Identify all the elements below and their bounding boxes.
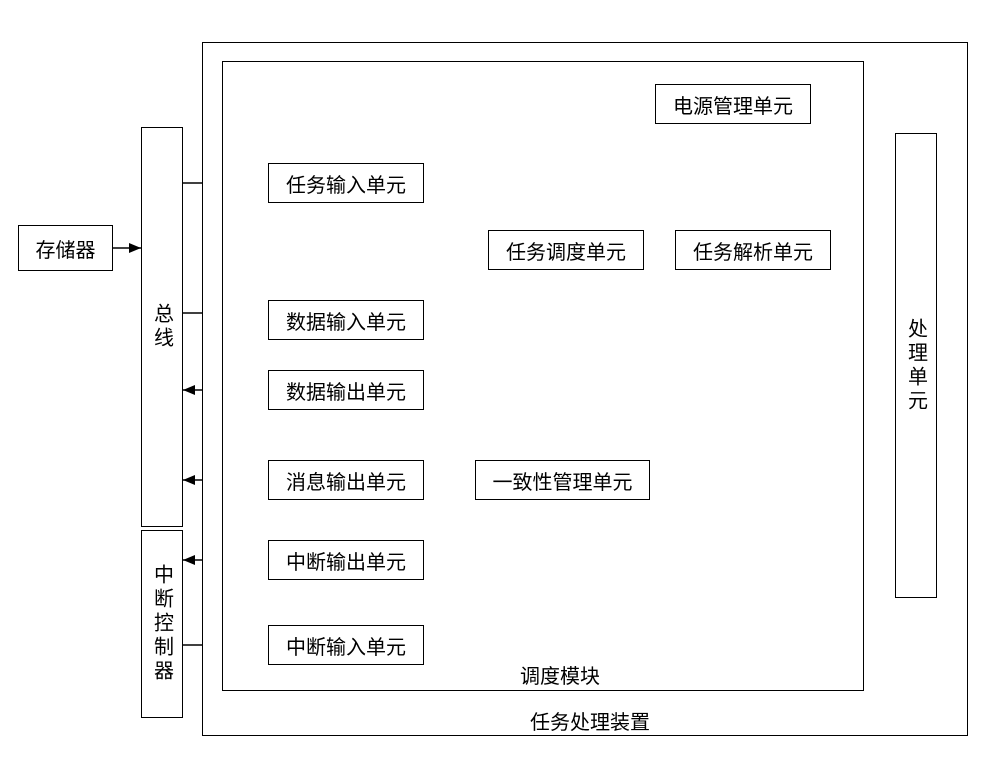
- task-sched-node: 任务调度单元: [488, 230, 644, 270]
- power-mgmt-label: 电源管理单元: [673, 90, 793, 119]
- intr-output-label: 中断输出单元: [286, 546, 406, 575]
- storage-label: 存储器: [36, 234, 96, 263]
- task-sched-label: 任务调度单元: [506, 236, 626, 265]
- proc-unit-label: 处理单元: [902, 318, 931, 414]
- storage-node: 存储器: [18, 225, 113, 271]
- task-parse-node: 任务解析单元: [675, 230, 831, 270]
- sched-module-label: 调度模块: [520, 660, 600, 689]
- intr-output-node: 中断输出单元: [268, 540, 424, 580]
- intr-input-node: 中断输入单元: [268, 625, 424, 665]
- intr-ctrl-label: 中断控制器: [148, 564, 177, 684]
- bus-node: 总线: [141, 127, 183, 527]
- data-output-label: 数据输出单元: [286, 376, 406, 405]
- intr-input-label: 中断输入单元: [286, 631, 406, 660]
- task-input-label: 任务输入单元: [286, 169, 406, 198]
- proc-unit-node: 处理单元: [895, 133, 937, 598]
- intr-ctrl-node: 中断控制器: [141, 530, 183, 718]
- bus-label: 总线: [148, 303, 177, 351]
- task-parse-label: 任务解析单元: [693, 236, 813, 265]
- msg-output-node: 消息输出单元: [268, 460, 424, 500]
- task-input-node: 任务输入单元: [268, 163, 424, 203]
- msg-output-label: 消息输出单元: [286, 466, 406, 495]
- consistency-node: 一致性管理单元: [475, 460, 650, 500]
- data-input-node: 数据输入单元: [268, 300, 424, 340]
- data-output-node: 数据输出单元: [268, 370, 424, 410]
- power-mgmt-node: 电源管理单元: [655, 84, 811, 124]
- consistency-label: 一致性管理单元: [493, 466, 633, 495]
- task-device-label: 任务处理装置: [530, 706, 650, 735]
- data-input-label: 数据输入单元: [286, 306, 406, 335]
